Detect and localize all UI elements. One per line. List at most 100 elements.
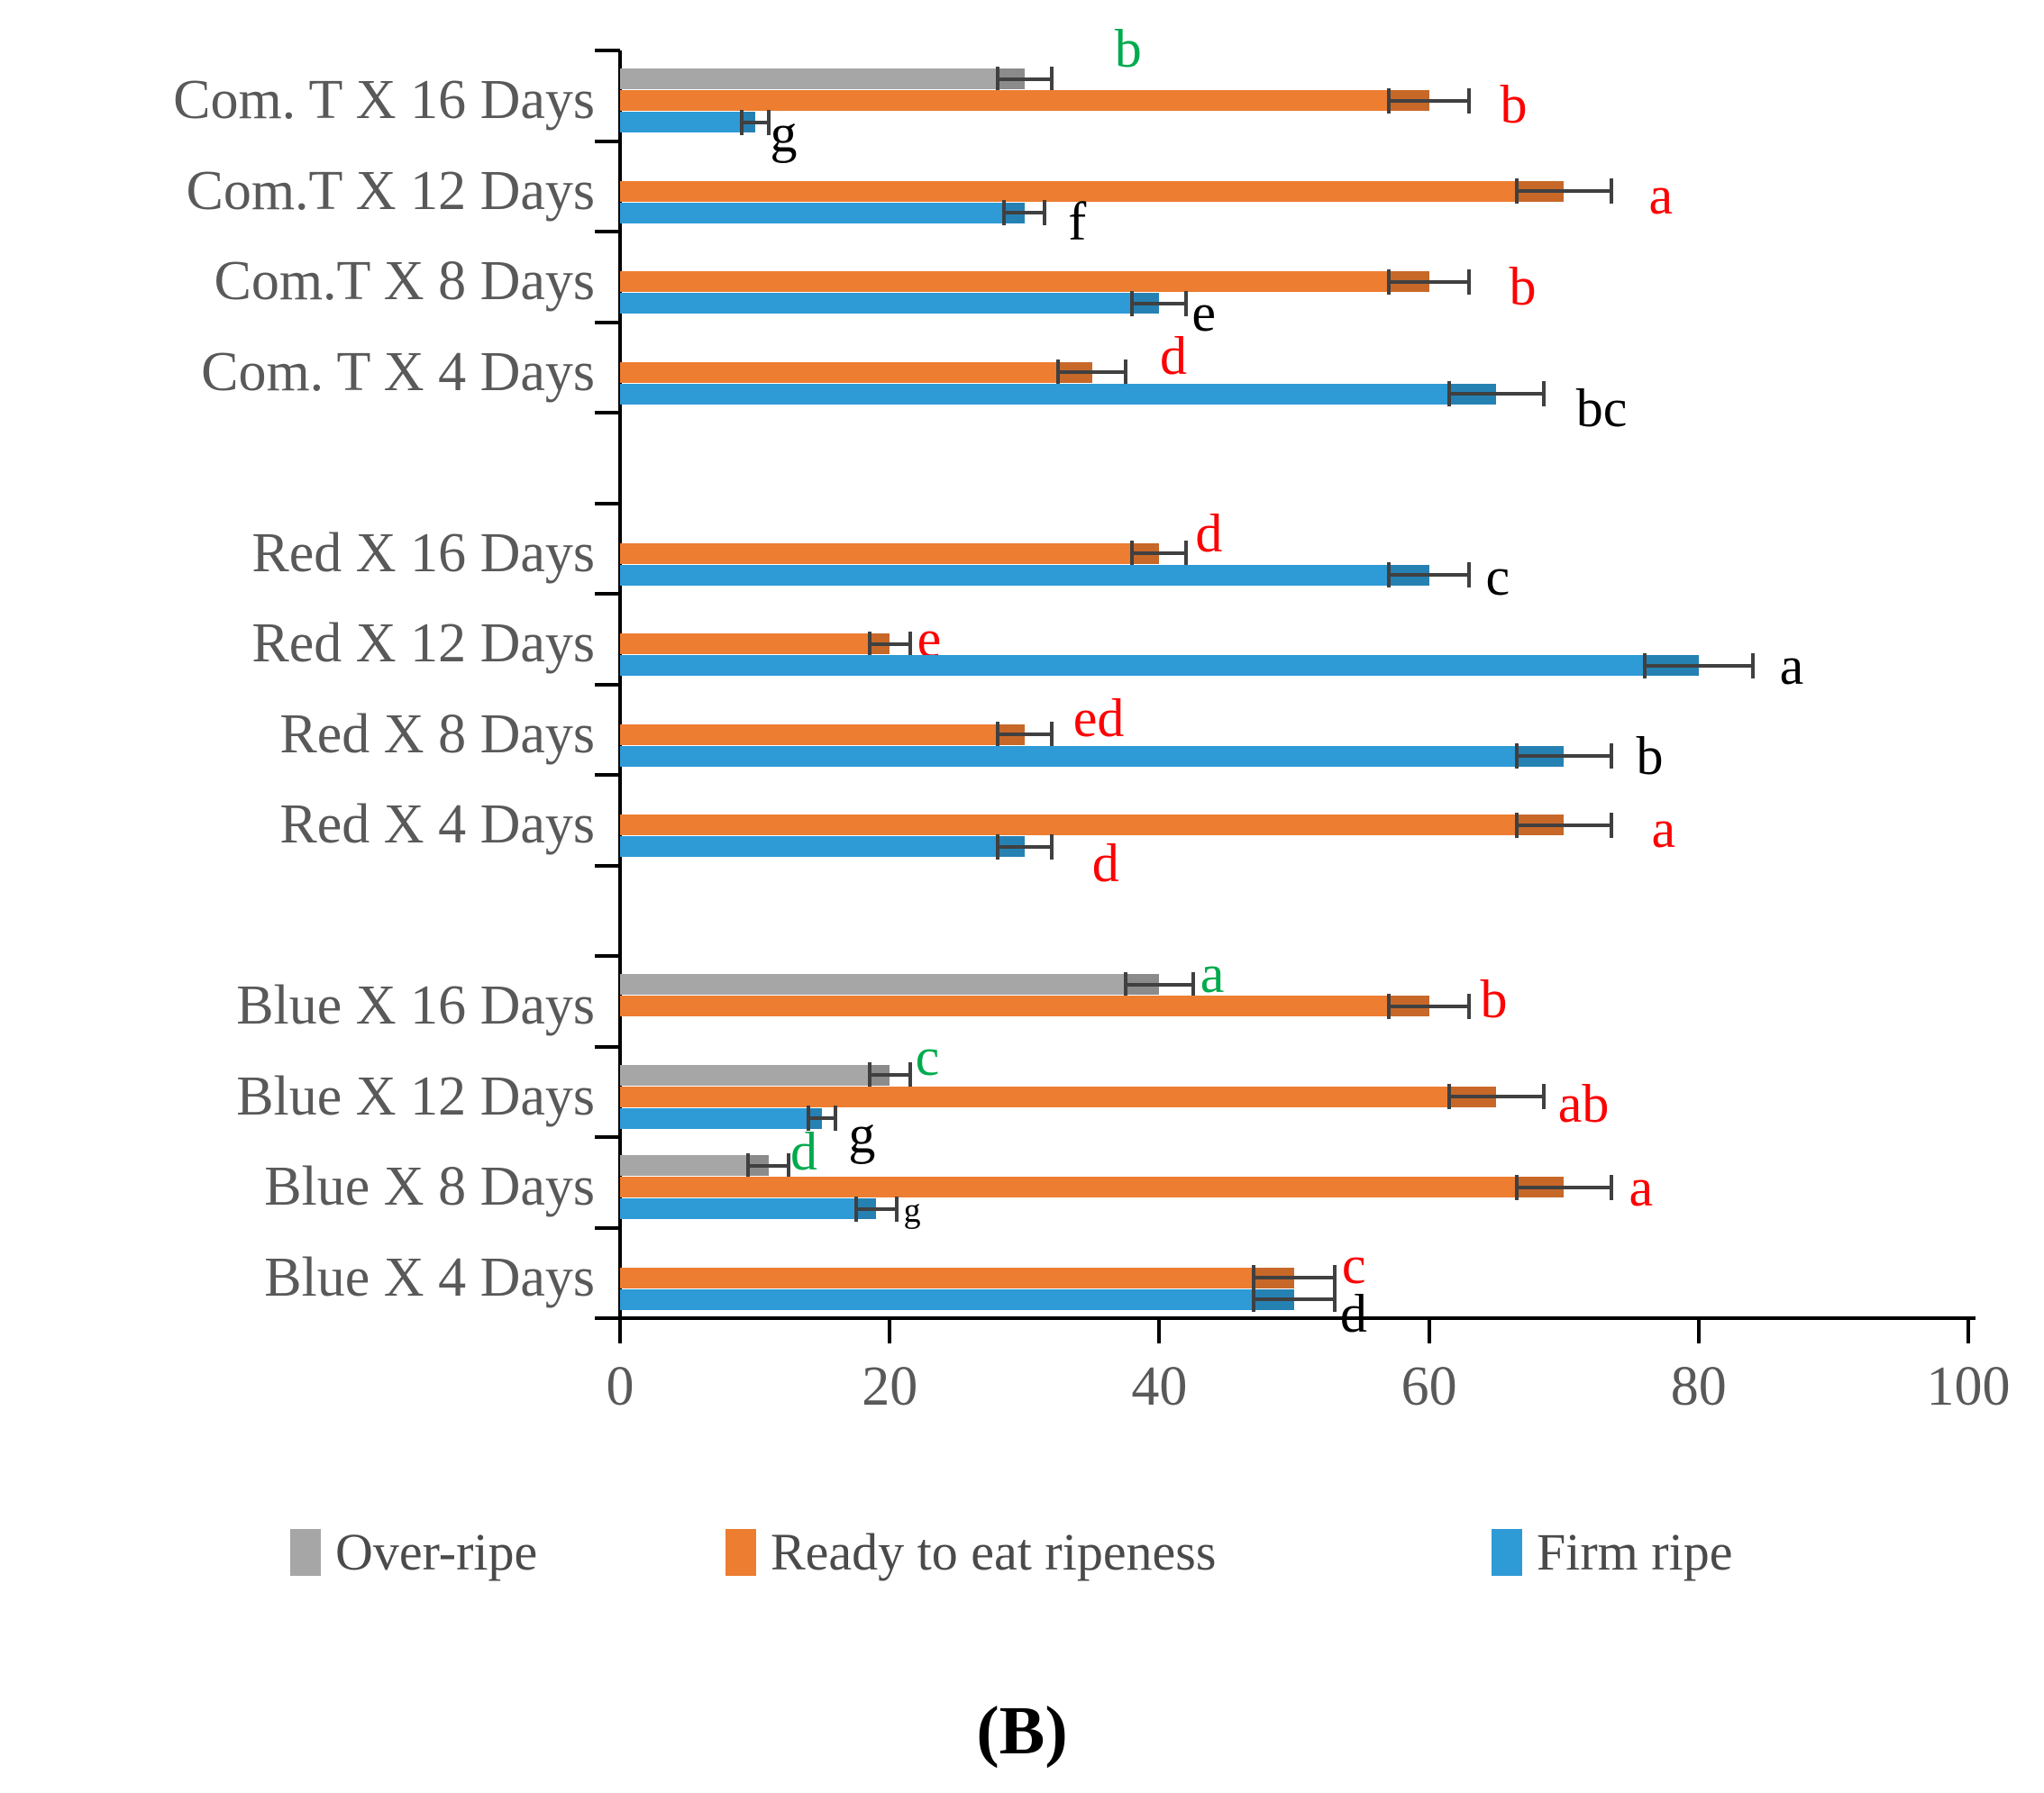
error-bar-cap [834, 1106, 838, 1131]
error-bar-cap [1002, 200, 1007, 225]
category-label: Blue X 16 Days [236, 975, 595, 1036]
bar-over_ripe [620, 68, 1025, 89]
error-bar-line [997, 77, 1052, 81]
error-bar-line [1388, 1004, 1470, 1008]
legend-item-firm: Firm ripe [1492, 1525, 1732, 1580]
error-bar-cap [1049, 833, 1054, 860]
error-bar-cap [867, 631, 871, 657]
error-bar-cap [1184, 290, 1189, 316]
y-axis-tick [595, 682, 620, 687]
error-bar-cap [1642, 652, 1647, 678]
error-bar-cap [1124, 971, 1127, 997]
error-bar-line [1516, 754, 1611, 758]
error-bar-cap [1609, 1174, 1613, 1200]
error-bar-line [1132, 301, 1187, 305]
sig-letter: ed [1072, 688, 1125, 748]
error-bar-cap [995, 833, 999, 860]
bar-firm [620, 836, 1025, 857]
bar-ready [620, 1086, 1497, 1107]
y-axis-tick [595, 1135, 620, 1139]
error-bar-cap [908, 1062, 912, 1088]
error-bar-cap [1541, 1084, 1546, 1109]
legend-swatch-firm [1492, 1529, 1522, 1576]
error-bar-line [1644, 663, 1753, 668]
error-bar-cap [1386, 268, 1391, 295]
y-axis-line [618, 50, 622, 1320]
error-bar-cap [787, 1152, 790, 1179]
legend-label-over_ripe: Over-ripe [335, 1523, 538, 1581]
category-label: Com. T X 16 Days [173, 69, 595, 131]
bar-ready [620, 1267, 1294, 1288]
y-axis-tick [595, 411, 620, 414]
bar-firm [620, 1107, 823, 1129]
sig-letter: g [770, 103, 798, 163]
error-bar-cap [1049, 66, 1054, 92]
bar-ready [620, 815, 1565, 835]
error-bar-line [1449, 392, 1544, 396]
y-axis-tick [595, 230, 620, 233]
chart-area: 0 20 40 60 80 100 Com. T X 16 Days b b g Com.T X 1… [173, 22, 2011, 1417]
figure-label: (B) [976, 1693, 1068, 1769]
x-tick-label: 20 [862, 1356, 918, 1417]
sig-letter: e [1191, 282, 1216, 342]
sig-letter: b [1500, 74, 1528, 134]
sig-letter: g [903, 1191, 921, 1230]
x-axis-line [597, 1316, 1976, 1320]
sig-letter: d [1091, 833, 1119, 893]
error-bar-line [869, 642, 910, 646]
y-axis-tick [595, 501, 620, 505]
y-axis-tick [595, 1225, 620, 1230]
bar-firm [620, 655, 1699, 676]
error-bar-cap [1514, 1174, 1519, 1200]
x-axis-tick [1427, 1318, 1431, 1343]
bar-ready [620, 271, 1429, 292]
error-bar-line [1254, 1297, 1335, 1301]
error-bar-cap [1043, 200, 1047, 225]
x-axis-tick [618, 1318, 622, 1343]
y-axis-tick [595, 863, 620, 868]
error-bar-cap [1056, 360, 1061, 385]
legend-label-ready: Ready to eat ripeness [771, 1523, 1217, 1581]
error-bar-cap [1467, 268, 1472, 295]
error-bar-line [1388, 98, 1470, 103]
error-bar-line [1449, 1095, 1544, 1098]
error-bar-cap [894, 1196, 899, 1222]
sig-letter: f [1068, 192, 1087, 251]
error-bar-cap [1386, 562, 1391, 587]
sig-letter: c [1485, 547, 1510, 606]
bar-firm [620, 745, 1565, 767]
sig-letter: a [1648, 166, 1674, 225]
error-bar-cap [1750, 652, 1755, 678]
error-bar-cap [1252, 1265, 1256, 1290]
sig-letter: b [1480, 969, 1508, 1029]
error-bar-cap [995, 66, 999, 92]
bar-ready [620, 1177, 1565, 1197]
error-bar-cap [1049, 722, 1054, 747]
x-tick-label: 100 [1926, 1356, 2011, 1417]
error-bar-cap [1124, 360, 1127, 385]
error-bar-cap [1184, 541, 1189, 566]
category-label: Com.T X 8 Days [214, 250, 595, 312]
y-axis-tick [595, 954, 620, 958]
error-bar-cap [746, 1152, 751, 1179]
legend-item-over_ripe: Over-ripe [290, 1525, 537, 1580]
category-label: Blue X 8 Days [264, 1156, 595, 1217]
legend: Over-ripe Ready to eat ripeness Firm ripe [0, 1496, 2044, 1604]
x-tick-label: 0 [606, 1356, 634, 1417]
error-bar-cap [1609, 812, 1613, 838]
sig-letter: bc [1575, 378, 1628, 438]
error-bar-line [748, 1163, 789, 1168]
sig-letter: a [1200, 943, 1225, 1004]
x-tick-label: 80 [1670, 1356, 1727, 1417]
error-bar-cap [1447, 1084, 1452, 1109]
sig-letter: ab [1557, 1074, 1610, 1133]
y-axis-tick [595, 773, 620, 777]
error-bar-line [741, 120, 769, 124]
sig-letter: a [1651, 798, 1676, 859]
sig-letter: d [790, 1121, 817, 1181]
y-axis-tick [595, 49, 620, 52]
error-bar-line [1388, 279, 1470, 284]
error-bar-cap [739, 109, 744, 135]
bar-firm [620, 202, 1025, 223]
